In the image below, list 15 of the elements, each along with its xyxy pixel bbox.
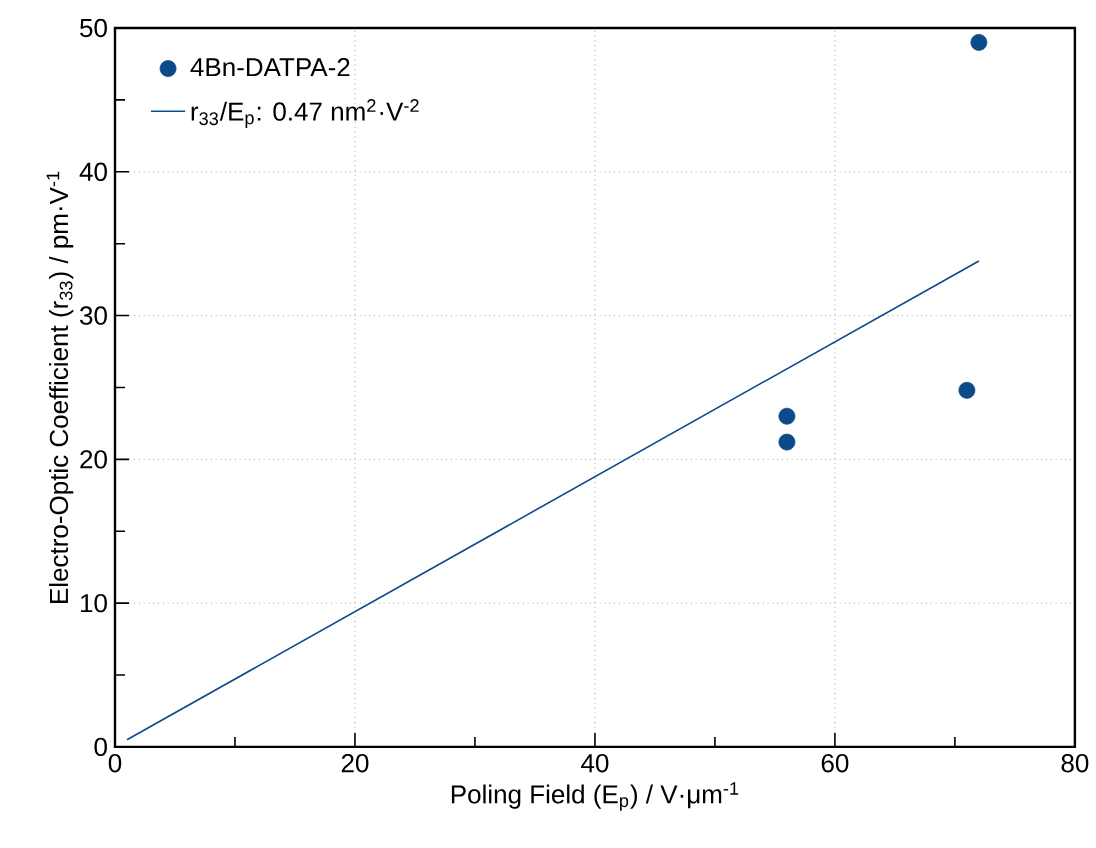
x-tick-label: 20 [341,754,369,773]
y-tick-label: 20 [80,450,107,469]
y-tick-label: 10 [80,593,107,613]
x-tick-label: 40 [581,754,609,773]
x-tick-label: 0 [108,754,122,773]
legend-label: 4Bn-DATPA-2 [190,58,350,77]
y-tick-label: 30 [80,306,107,325]
legend-label: r$_{33}$/E$_{p}$: 0.47 nm$^{2}$·V$^{-2}$ [191,99,419,128]
y-tick-label: 50 [80,18,107,38]
y-tick-label: 0 [94,737,107,757]
y-tick-label: 40 [79,162,107,182]
x-tick-label: 80 [1061,754,1089,773]
x-tick-label: 60 [821,754,849,773]
y-axis-title: Electro-Optic Coefficient (r$_{33}$) / pm·V$^{-1}$ [46,171,74,603]
x-axis-title: Poling Field (E$_{p}$) / V·μm$^{-1}$ [451,782,739,811]
